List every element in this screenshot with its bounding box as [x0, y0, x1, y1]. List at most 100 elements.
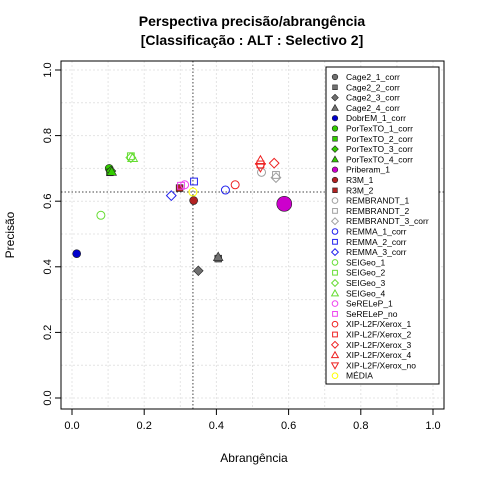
legend-label: SeRELeP_no [346, 309, 398, 319]
data-point-rembrandt-3-corr [270, 172, 282, 184]
legend: Cage2_1_corrCage2_2_corrCage2_3_corrCage… [325, 66, 440, 385]
legend-marker [331, 259, 339, 266]
legend-marker [332, 331, 338, 338]
legend-marker [331, 145, 339, 153]
legend-label: Cage2_3_corr [346, 93, 400, 103]
y-tick-label: 0.6 [42, 194, 54, 209]
legend-label: REMMA_2_corr [346, 237, 407, 247]
legend-label: Cage2_4_corr [346, 103, 400, 113]
legend-label: R3M_2 [346, 185, 374, 195]
legend-label: SeRELeP_1 [346, 299, 393, 309]
legend-label: REMMA_1_corr [346, 226, 407, 236]
legend-label: XIP-L2F/Xerox_no [346, 360, 416, 370]
legend-marker [330, 362, 340, 370]
legend-marker [331, 155, 339, 163]
legend-label: Cage2_2_corr [346, 82, 400, 92]
legend-marker [331, 103, 339, 111]
legend-label: REMMA_3_corr [346, 247, 407, 257]
legend-label: XIP-L2F/Xerox_4 [346, 350, 411, 360]
data-point-xip-l2f-xerox-3 [268, 157, 280, 169]
legend-marker [331, 176, 339, 184]
legend-marker [330, 278, 340, 288]
legend-label: SEIGeo_1 [346, 257, 385, 267]
legend-label: PorTexTO_4_corr [346, 154, 413, 164]
legend-label: REMBRANDT_1 [346, 196, 410, 206]
data-points [72, 152, 293, 276]
data-point-xip-l2f-xerox-4 [254, 154, 267, 165]
x-tick-label: 0.6 [281, 420, 296, 432]
data-point-remma-2-corr [190, 177, 198, 186]
legend-marker [332, 136, 338, 142]
legend-marker [331, 197, 339, 204]
data-point-m-dia [188, 187, 198, 197]
x-tick-label: 0.0 [64, 420, 79, 432]
x-axis-label: Abrangência [220, 451, 288, 465]
data-point-dobrem-1-corr [72, 249, 81, 258]
plot-frame [60, 60, 445, 410]
y-tick-label: 0.8 [42, 128, 54, 143]
legend-label: Cage2_1_corr [346, 72, 400, 82]
legend-marker [331, 166, 339, 173]
legend-label: XIP-L2F/Xerox_2 [346, 329, 411, 339]
legend-marker [332, 269, 338, 276]
legend-label: SEIGeo_3 [346, 278, 385, 288]
data-point-r3m-1 [189, 196, 198, 205]
data-point-serelep-no [177, 181, 185, 190]
data-point-rembrandt-2 [272, 171, 280, 179]
legend-marker [330, 248, 340, 257]
chart-title: Perspectiva precisão/abrangência [139, 13, 366, 29]
data-point-priberam-1 [276, 196, 293, 212]
data-point-cage2-3-corr [193, 265, 204, 276]
legend-marker [331, 93, 339, 102]
legend-marker [331, 115, 339, 122]
legend-marker [331, 125, 339, 132]
legend-label: SEIGeo_2 [346, 268, 385, 278]
legend-label: REMBRANDT_2 [346, 206, 410, 216]
data-point-remma-1-corr [220, 185, 230, 195]
data-point-xip-l2f-xerox-1 [230, 180, 240, 190]
data-point-cage2-4-corr [212, 251, 224, 261]
legend-marker [331, 228, 339, 235]
legend-marker [331, 372, 339, 380]
legend-marker [330, 340, 340, 349]
y-tick-label: 0.2 [42, 325, 54, 340]
legend-label: Priberam_1 [346, 165, 390, 175]
legend-label: REMBRANDT_3_corr [346, 216, 429, 226]
data-point-xip-l2f-xerox-no [254, 162, 267, 173]
legend-marker [331, 300, 339, 307]
legend-label: SEIGeo_4 [346, 288, 385, 298]
legend-marker [330, 350, 340, 359]
x-tick-label: 0.4 [209, 420, 224, 432]
legend-marker [330, 217, 340, 226]
legend-label: PorTexTO_2_corr [346, 134, 413, 144]
legend-label: DobrEM_1_corr [346, 113, 406, 123]
legend-label: PorTexTO_1_corr [346, 123, 413, 133]
y-tick-label: 0.0 [42, 390, 54, 405]
data-point-remma-3-corr [165, 190, 177, 202]
legend-marker [332, 187, 338, 193]
legend-marker [332, 311, 338, 317]
x-tick-label: 0.2 [137, 420, 152, 432]
legend-label: MÉDIA [346, 371, 373, 381]
data-point-seigeo-1 [96, 210, 106, 220]
y-tick-label: 0.4 [42, 259, 54, 274]
data-point-seigeo-4 [126, 152, 139, 163]
x-tick-label: 1.0 [425, 420, 440, 432]
legend-marker [331, 73, 339, 81]
legend-label: PorTexTO_3_corr [346, 144, 413, 154]
legend-label: XIP-L2F/Xerox_1 [346, 319, 411, 329]
y-tick-label: 1.0 [42, 62, 54, 77]
legend-label: R3M_1 [346, 175, 374, 185]
data-point-portexto-4-corr [106, 166, 118, 176]
legend-label: XIP-L2F/Xerox_3 [346, 340, 411, 350]
y-axis-label: Precisão [3, 211, 17, 258]
axes: 0.0 0.2 0.4 0.6 0.8 1.0 0.0 0.2 0.4 0.6 0.8 1.0 [42, 60, 445, 432]
legend-marker [332, 238, 338, 245]
legend-marker [332, 208, 338, 214]
legend-marker [332, 84, 338, 90]
legend-marker [331, 320, 339, 328]
legend-marker [330, 288, 340, 297]
x-tick-label: 0.8 [353, 420, 368, 432]
